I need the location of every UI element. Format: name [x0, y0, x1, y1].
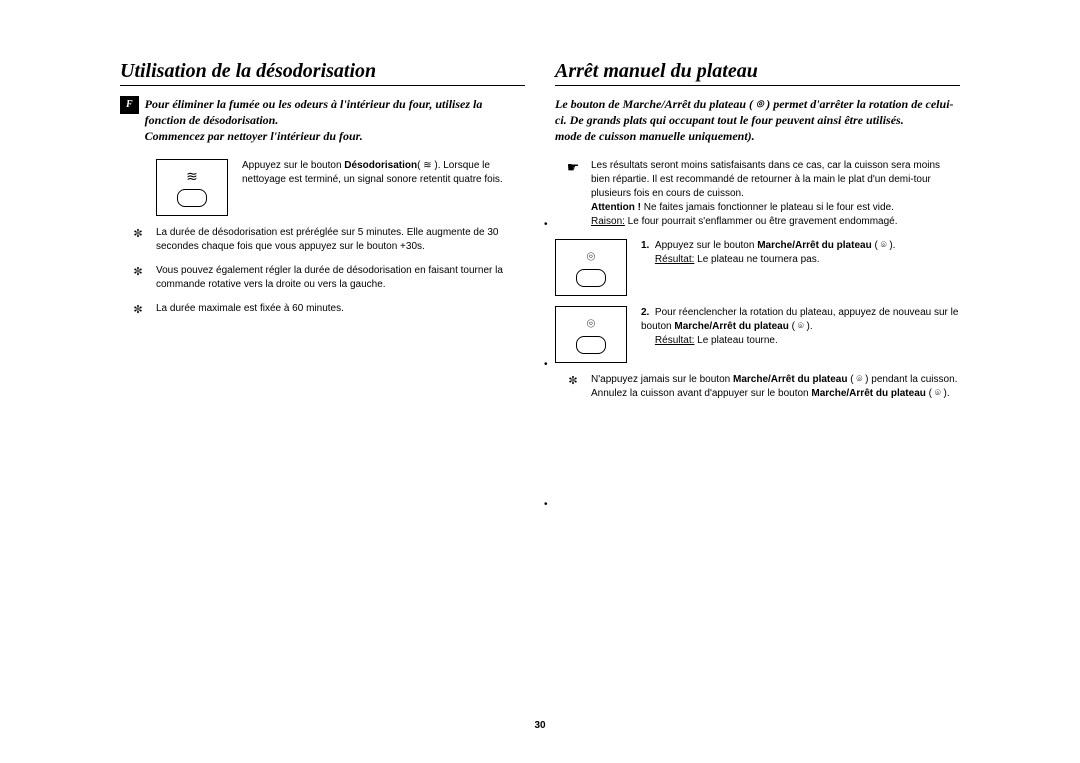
t: ( ⌾ ). [789, 321, 813, 332]
t: Le four pourrait s'enflammer ou être gra… [625, 216, 898, 227]
t: N'appuyez jamais sur le bouton [591, 374, 733, 385]
left-intro-text: Pour éliminer la fumée ou les odeurs à l… [145, 96, 525, 145]
binding-dots: • • • [544, 220, 548, 640]
t: Désodorisation [344, 160, 417, 171]
raison-label: Raison: [591, 216, 625, 227]
t: Le plateau ne tournera pas. [694, 254, 819, 265]
turntable-button-diagram-2: ⌾ [555, 306, 627, 363]
button-outline [576, 269, 606, 287]
left-column: Utilisation de la désodorisation F Pour … [120, 60, 525, 411]
right-step2-row: ⌾ 2. Pour réenclencher la rotation du pl… [555, 306, 960, 363]
right-step2-text: 2. Pour réenclencher la rotation du plat… [641, 306, 960, 348]
t: Appuyez sur le bouton [242, 160, 344, 171]
turntable-icon: ⌾ [587, 315, 595, 332]
manual-page: Utilisation de la désodorisation F Pour … [0, 0, 1080, 441]
note-bullet: ✼ [120, 226, 156, 240]
left-intro: F Pour éliminer la fumée ou les odeurs à… [120, 96, 525, 145]
right-intro-line1: Le bouton de Marche/Arrêt du plateau ( ⌾… [555, 97, 954, 127]
left-note2: Vous pouvez également régler la durée de… [156, 264, 525, 292]
right-intro-text: Le bouton de Marche/Arrêt du plateau ( ⌾… [555, 96, 960, 145]
t: ( ⌾ ). [872, 240, 896, 251]
t: Les résultats seront moins satisfaisants… [591, 160, 940, 199]
dot: • [544, 360, 548, 370]
left-title: Utilisation de la désodorisation [120, 60, 525, 86]
right-warning-row: ✼ N'appuyez jamais sur le bouton Marche/… [555, 373, 960, 401]
right-intro-line2: mode de cuisson manuelle uniquement). [555, 129, 755, 143]
deodor-icon: ≋ [186, 168, 198, 185]
result-label: Résultat: [655, 254, 694, 265]
dot: • [544, 500, 548, 510]
left-note3: La durée maximale est fixée à 60 minutes… [156, 302, 525, 316]
note-bullet: ✼ [120, 264, 156, 278]
t: Marche/Arrêt du plateau [733, 374, 847, 385]
left-intro-line2: Commencez par nettoyer l'intérieur du fo… [145, 129, 363, 143]
language-badge: F [120, 96, 139, 114]
button-outline [177, 189, 207, 207]
right-step1-row: ⌾ 1. Appuyez sur le bouton Marche/Arrêt … [555, 239, 960, 296]
t: Le plateau tourne. [694, 335, 777, 346]
page-number: 30 [0, 720, 1080, 731]
right-hand-row: ☛ Les résultats seront moins satisfaisan… [555, 159, 960, 229]
button-outline [576, 336, 606, 354]
deodor-button-diagram: ≋ [156, 159, 228, 216]
right-hand-block: Les résultats seront moins satisfaisants… [591, 159, 960, 229]
t: ( ⌾ ). [926, 388, 950, 399]
t: Appuyez sur le bouton [655, 240, 757, 251]
left-note2-row: ✼ Vous pouvez également régler la durée … [120, 264, 525, 292]
left-note1-row: ✼ La durée de désodorisation est prérégl… [120, 226, 525, 254]
hand-icon: ☛ [555, 159, 591, 176]
attention-label: Attention ! [591, 202, 641, 213]
right-intro: Le bouton de Marche/Arrêt du plateau ( ⌾… [555, 96, 960, 145]
left-note3-row: ✼ La durée maximale est fixée à 60 minut… [120, 302, 525, 316]
note-bullet: ✼ [120, 302, 156, 316]
t: Marche/Arrêt du plateau [674, 321, 788, 332]
left-note1: La durée de désodorisation est préréglée… [156, 226, 525, 254]
t: Marche/Arrêt du plateau [811, 388, 925, 399]
dot: • [544, 220, 548, 230]
right-step1-text: 1. Appuyez sur le bouton Marche/Arrêt du… [641, 239, 960, 267]
step-number: 2. [641, 307, 649, 318]
right-warning-text: N'appuyez jamais sur le bouton Marche/Ar… [591, 373, 960, 401]
right-title: Arrêt manuel du plateau [555, 60, 960, 86]
result-label: Résultat: [655, 335, 694, 346]
t: Ne faites jamais fonctionner le plateau … [641, 202, 894, 213]
note-bullet: ✼ [555, 373, 591, 387]
turntable-button-diagram-1: ⌾ [555, 239, 627, 296]
t: Marche/Arrêt du plateau [757, 240, 871, 251]
left-step-text: Appuyez sur le bouton Désodorisation( ≋ … [242, 159, 525, 187]
left-intro-line1: Pour éliminer la fumée ou les odeurs à l… [145, 97, 483, 127]
left-step-row: ≋ Appuyez sur le bouton Désodorisation( … [120, 159, 525, 216]
turntable-icon: ⌾ [587, 248, 595, 265]
step-number: 1. [641, 240, 649, 251]
right-column: Arrêt manuel du plateau Le bouton de Mar… [555, 60, 960, 411]
